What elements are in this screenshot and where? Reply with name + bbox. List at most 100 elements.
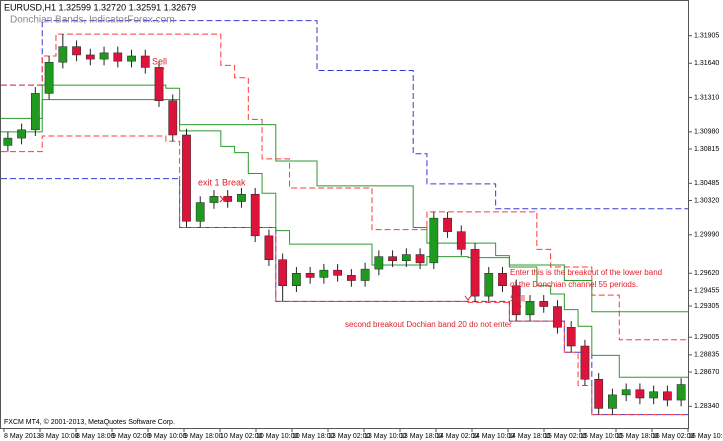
y-tick-label: 1.29305 bbox=[694, 303, 719, 310]
candle-body bbox=[511, 285, 521, 316]
check bbox=[464, 291, 475, 301]
candle-body bbox=[127, 55, 136, 62]
candle-body bbox=[525, 301, 535, 316]
candle-body bbox=[484, 273, 494, 297]
x-tick-label: 13 May 10:00 bbox=[364, 433, 407, 440]
candle-body bbox=[99, 52, 109, 60]
arrow bbox=[514, 305, 522, 314]
x-tick-label: 10 May 02:00 bbox=[220, 433, 263, 440]
x-tick-label: 9 May 18:00 bbox=[184, 433, 223, 440]
candle-body bbox=[237, 193, 246, 202]
annotation: Sell bbox=[152, 56, 167, 66]
annotation: exit 1 Break bbox=[198, 177, 246, 187]
y-tick-label: 1.30485 bbox=[694, 180, 719, 187]
candle-body bbox=[635, 389, 645, 399]
candle-body bbox=[209, 196, 219, 203]
y-tick-label: 1.30815 bbox=[694, 146, 719, 153]
x-tick-label: 9 May 10:00 bbox=[148, 433, 187, 440]
candle-body bbox=[182, 134, 191, 222]
candle-body bbox=[278, 259, 288, 286]
annotation: Enter this is the breakout of the lower … bbox=[510, 268, 662, 277]
candle-body bbox=[113, 52, 123, 62]
candle-body bbox=[621, 389, 631, 396]
x-tick-label: 13 May 02:00 bbox=[328, 433, 371, 440]
candle-body bbox=[72, 46, 81, 56]
candle-body bbox=[44, 61, 54, 94]
candle-body bbox=[580, 345, 590, 380]
candle-body bbox=[388, 256, 397, 262]
candle-body bbox=[553, 306, 562, 328]
annotation: second breakout Dochian band 20 do not e… bbox=[345, 320, 512, 329]
candle-body bbox=[539, 301, 549, 307]
x-tick-label: 14 May 02:00 bbox=[436, 433, 479, 440]
y-tick-label: 1.31640 bbox=[694, 60, 719, 67]
y-tick-label: 1.29455 bbox=[694, 287, 719, 294]
candle-body bbox=[649, 391, 659, 399]
candle-body bbox=[443, 217, 452, 232]
x-tick-label: 8 May 10:00 bbox=[40, 433, 79, 440]
y-tick-label: 1.28835 bbox=[694, 352, 719, 359]
y-tick-label: 1.30980 bbox=[694, 129, 719, 136]
x-tick-label: 8 May 18:00 bbox=[76, 433, 115, 440]
band-line bbox=[1, 84, 688, 378]
y-tick-label: 1.29990 bbox=[694, 232, 719, 239]
candle-body bbox=[346, 275, 356, 281]
candle-body bbox=[374, 256, 384, 270]
x-tick-label: 15 May 18:00 bbox=[616, 433, 659, 440]
candle-body bbox=[195, 202, 205, 222]
candle-body bbox=[566, 327, 576, 347]
candle-body bbox=[663, 391, 672, 401]
annotation: Sell bbox=[510, 293, 525, 303]
x-tick-label: 10 May 10:00 bbox=[256, 433, 299, 440]
footer: FXCM MT4, © 2001-2013, MetaQuotes Softwa… bbox=[4, 418, 175, 426]
plot-layer: 1.31905 1.31640 1.31310 1.30980 1.30815 1.304… bbox=[1, 20, 723, 440]
band-line bbox=[1, 33, 688, 341]
x-tick-label: 10 May 18:00 bbox=[292, 433, 335, 440]
candle-body bbox=[608, 394, 617, 409]
candle-body bbox=[401, 254, 411, 262]
x-tick-label: 13 May 18:00 bbox=[400, 433, 443, 440]
candle-body bbox=[319, 269, 329, 278]
candle-body bbox=[3, 137, 13, 146]
y-tick-label: 1.31310 bbox=[694, 94, 719, 101]
y-tick-label: 1.29005 bbox=[694, 334, 719, 341]
candle-body bbox=[676, 384, 686, 401]
x-tick-label: 8 May 2013 bbox=[4, 433, 41, 440]
x-tick-label: 15 May 02:00 bbox=[544, 433, 587, 440]
y-tick-label: 1.28670 bbox=[694, 369, 719, 376]
candle-body bbox=[17, 129, 26, 139]
candle-body bbox=[305, 273, 315, 278]
arrow bbox=[157, 67, 165, 76]
y-tick-label: 1.28340 bbox=[694, 403, 719, 410]
candle-body bbox=[429, 217, 439, 264]
candle-body bbox=[264, 235, 274, 260]
x-tick-label: 16 May 02:00 bbox=[652, 433, 695, 440]
plot-frame bbox=[0, 0, 689, 429]
indicator-name: Donchian Bands, IndicatorForex.com bbox=[10, 15, 175, 26]
candle-body bbox=[30, 93, 40, 131]
candle-body bbox=[58, 46, 68, 63]
candle-body bbox=[154, 67, 164, 101]
candle-body bbox=[594, 379, 604, 409]
candle-body bbox=[333, 269, 343, 276]
x-tick-label: 16 May 10:00 bbox=[688, 433, 723, 440]
candle-body bbox=[85, 54, 95, 60]
x-tick-label: 14 May 18:00 bbox=[508, 433, 551, 440]
x-tick-label: 9 May 02:00 bbox=[112, 433, 151, 440]
candle-body bbox=[360, 268, 370, 281]
y-tick-label: 1.30320 bbox=[694, 197, 719, 204]
cross bbox=[219, 195, 227, 203]
x-tick-label: 15 May 10:00 bbox=[580, 433, 623, 440]
candle-body bbox=[456, 231, 466, 250]
candle-body bbox=[168, 100, 178, 136]
chart-title: EURUSD,H1 1.32599 1.32720 1.32591 1.3267… bbox=[4, 2, 196, 12]
candle-body bbox=[470, 249, 480, 297]
x-tick-label: 14 May 10:00 bbox=[472, 433, 515, 440]
band-line bbox=[1, 20, 688, 210]
candle-body bbox=[498, 273, 507, 286]
candle-body bbox=[415, 254, 425, 264]
y-tick-label: 1.29620 bbox=[694, 270, 719, 277]
band-line bbox=[1, 135, 688, 416]
candle-body bbox=[292, 273, 301, 286]
